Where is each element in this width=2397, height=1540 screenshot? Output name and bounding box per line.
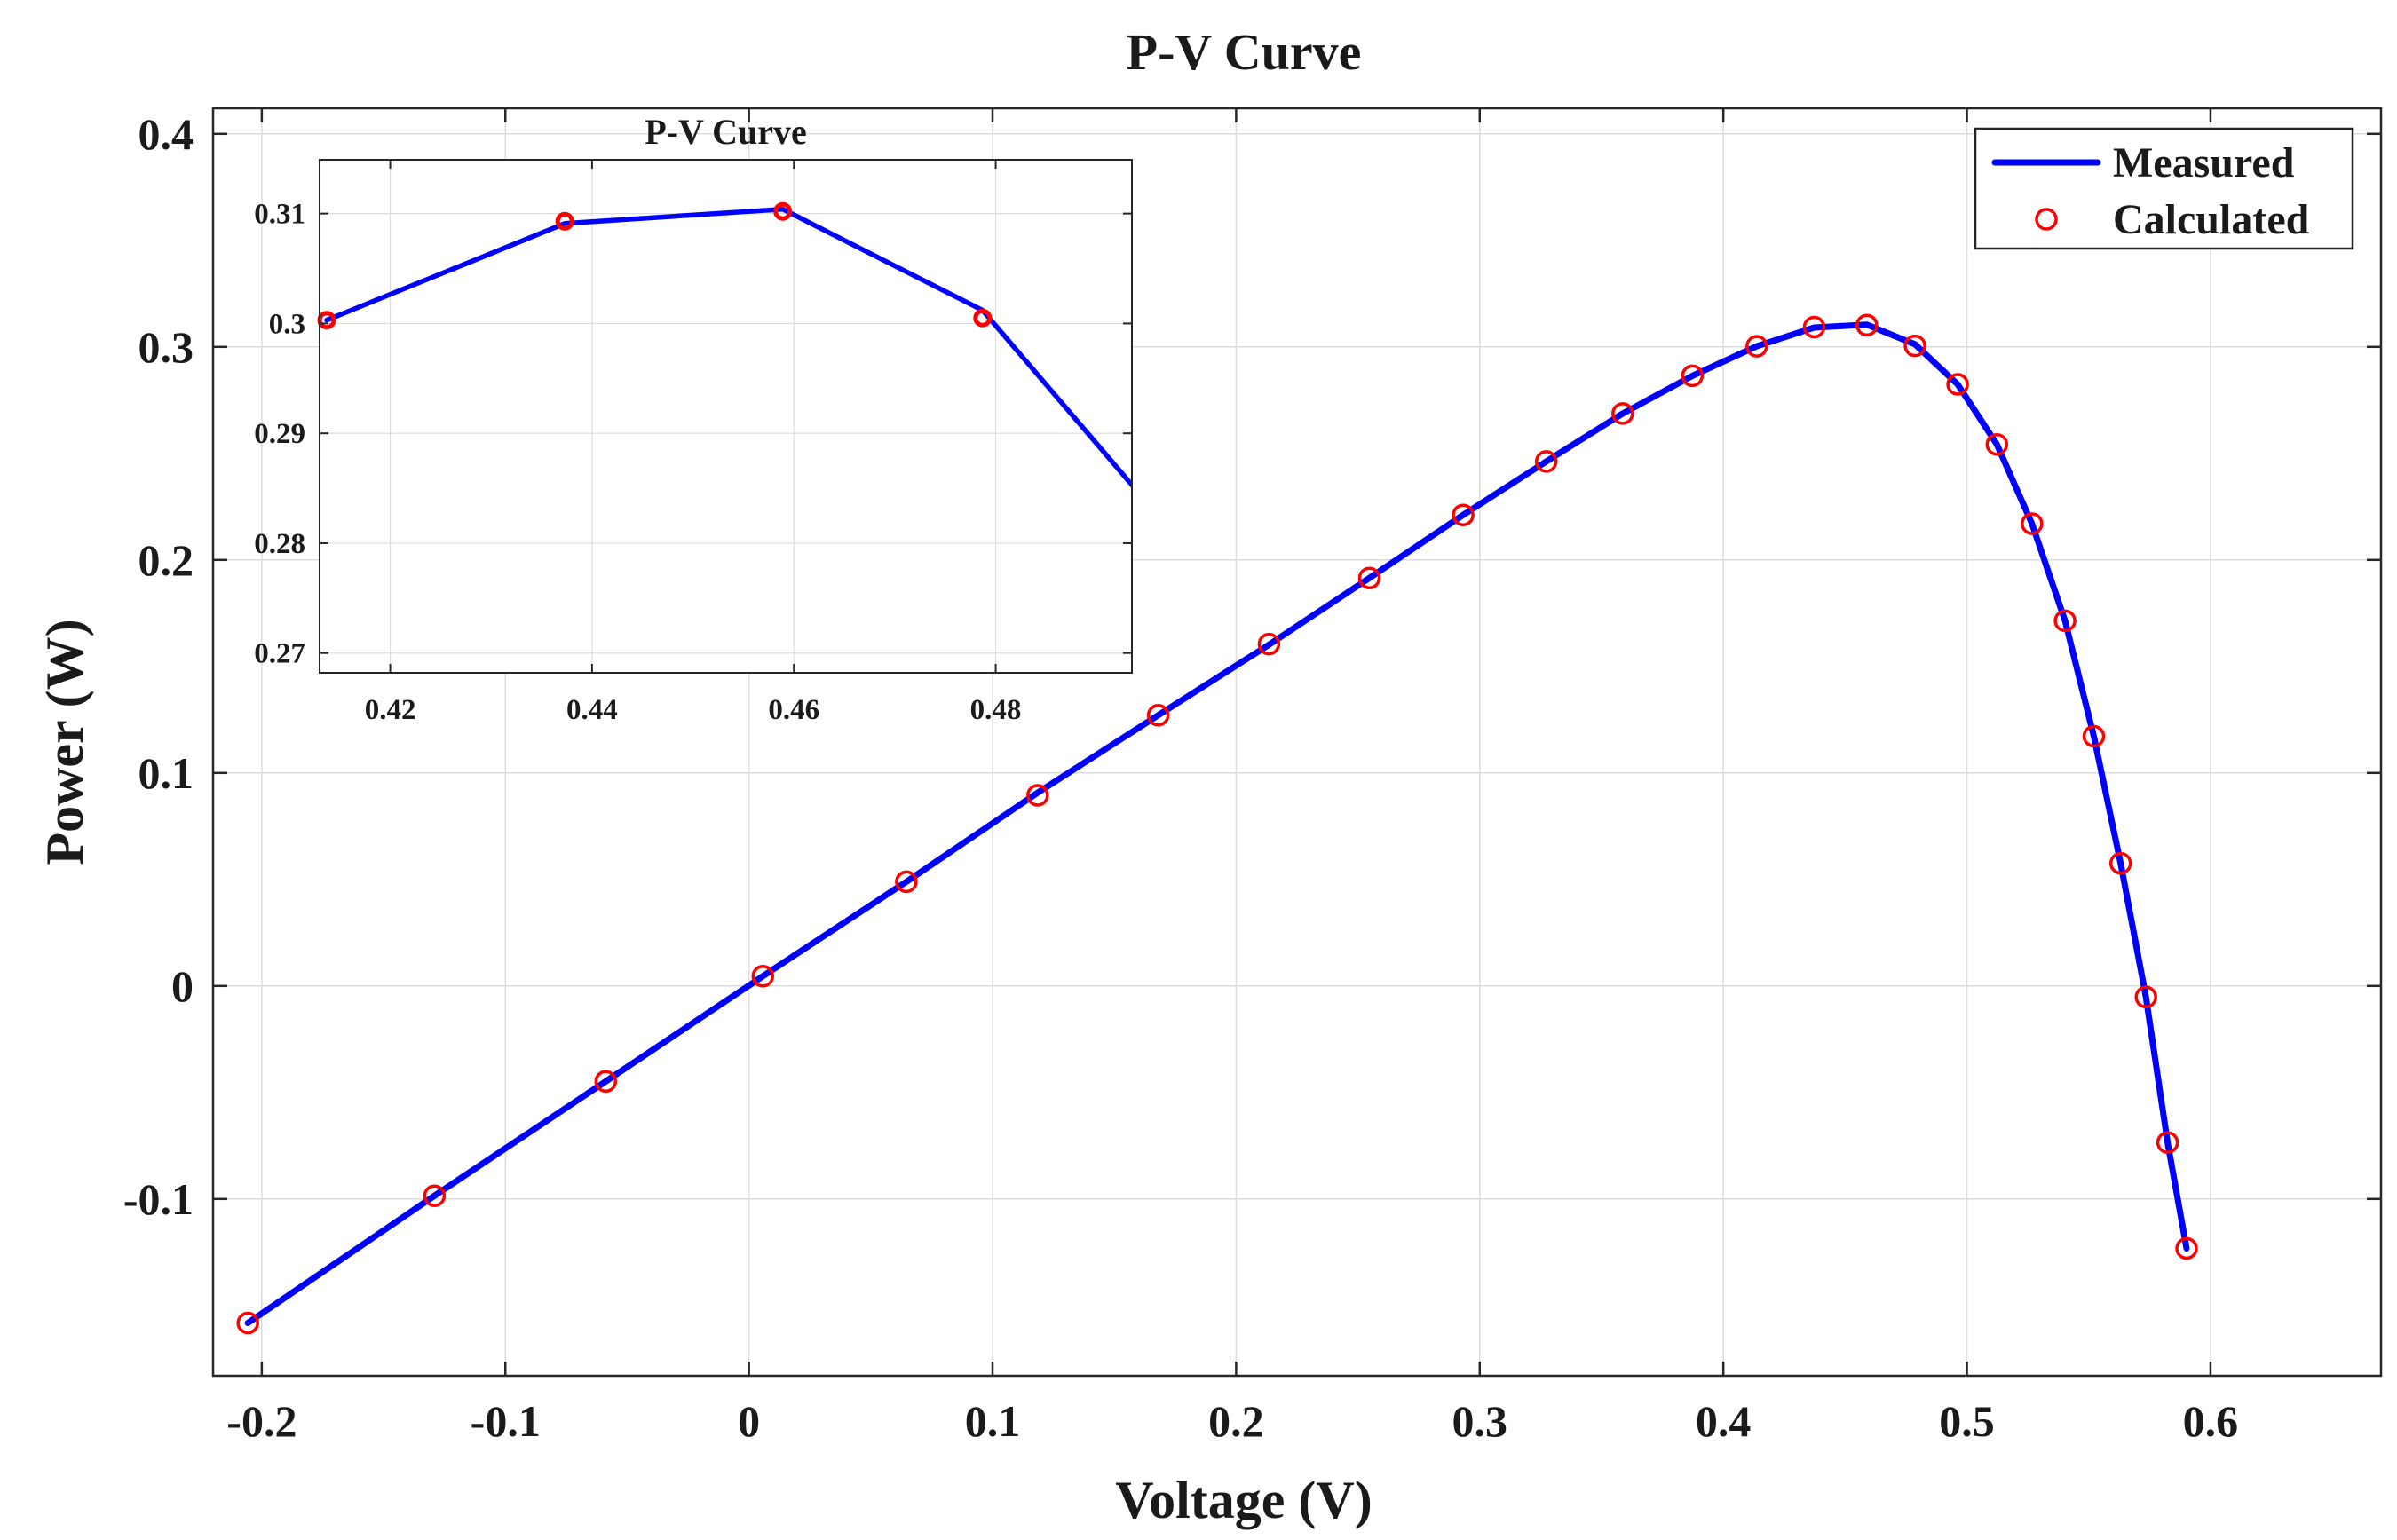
inset-y-tick-label: 0.29 xyxy=(254,418,305,450)
y-axis-label: Power (W) xyxy=(36,619,94,865)
main-calculated-point xyxy=(1026,784,1049,807)
inset-calculated-point xyxy=(773,201,793,221)
inset-gridlines xyxy=(320,160,1132,673)
x-axis-label: Voltage (V) xyxy=(1115,1471,1372,1529)
main-calculated-point xyxy=(2175,1236,2198,1260)
inset-y-tick-label: 0.31 xyxy=(254,199,305,231)
main-axes-frame xyxy=(211,107,2383,1378)
inset-x-tick-label: 0.46 xyxy=(768,694,819,726)
inset-calculated-point xyxy=(555,211,574,231)
inset-axes-frame xyxy=(319,159,1133,674)
main-calculated-point xyxy=(1611,402,1634,425)
inset-plot: P-V Curve 0.42 0.44 0.46 0.48 0.270.280.290… xyxy=(254,112,1133,726)
inset-measured-line xyxy=(324,206,1132,489)
inset-frame-rect xyxy=(319,159,1133,674)
main-x-tick-label: 0.1 xyxy=(965,1396,1021,1446)
main-x-tick-label: 0.5 xyxy=(1939,1396,1995,1446)
main-calculated-point xyxy=(1257,632,1281,656)
main-calculated-point xyxy=(1357,566,1381,589)
legend-measured-label: Measured xyxy=(2113,139,2295,186)
inset-background xyxy=(320,160,1132,673)
main-x-tick-label: 0 xyxy=(738,1396,760,1446)
main-calculated-point xyxy=(1903,334,1926,358)
main-calculated-point xyxy=(2082,724,2106,748)
legend-calculated-label: Calculated xyxy=(2113,196,2310,243)
main-calculated-point xyxy=(1146,704,1170,727)
main-calculated-point xyxy=(1946,373,1969,396)
inset-x-tick-label: 0.44 xyxy=(566,694,618,726)
main-x-tick-label: 0.6 xyxy=(2183,1396,2239,1446)
main-y-tick-label: 0.4 xyxy=(138,109,194,159)
inset-y-tick-labels: 0.27 0.28 0.29 0.3 0.31 xyxy=(254,199,305,670)
main-calculated-point xyxy=(2053,609,2077,633)
legend: Measured Calculated xyxy=(1974,127,2354,250)
inset-x-tick-label: 0.48 xyxy=(970,694,1022,726)
main-y-tick-label: 0.3 xyxy=(138,322,194,372)
main-calculated-point xyxy=(2108,851,2132,875)
main-calculated-point xyxy=(2156,1131,2179,1154)
main-calculated-point xyxy=(1985,432,2009,456)
main-y-tick-label: 0.2 xyxy=(138,535,194,585)
main-calculated-point xyxy=(594,1070,618,1094)
main-y-tick-label: 0.1 xyxy=(138,748,194,798)
main-y-tick-label: 0 xyxy=(171,961,194,1011)
legend-box xyxy=(1974,127,2354,250)
main-y-tick-labels: -0.1 0 0.1 0.2 0.3 0.4 xyxy=(123,109,194,1224)
inset-x-tick-label: 0.42 xyxy=(365,694,416,726)
inset-x-tick-labels: 0.42 0.44 0.46 0.48 xyxy=(365,694,1022,726)
main-x-tick-labels: -0.2 -0.1 0 0.1 0.2 0.3 0.4 0.5 0.6 xyxy=(226,1396,2238,1446)
main-x-tick-label: 0.3 xyxy=(1452,1396,1508,1446)
chart-title: P-V Curve xyxy=(1127,23,1362,81)
main-calculated-point xyxy=(236,1311,259,1335)
main-series xyxy=(236,313,2198,1335)
main-calculated-point xyxy=(1855,313,1879,337)
main-measured-line xyxy=(244,321,2190,1326)
main-calculated-point xyxy=(1745,335,1768,358)
main-frame-rect xyxy=(211,107,2383,1378)
main-x-tick-label: -0.2 xyxy=(226,1396,297,1446)
legend-calculated-marker-swatch xyxy=(2035,208,2058,231)
main-y-tick-label: -0.1 xyxy=(123,1174,194,1224)
main-calculated-point xyxy=(1452,503,1475,526)
main-calculated-point xyxy=(1802,315,1826,339)
inset-y-tick-label: 0.3 xyxy=(269,308,305,340)
main-calculated-point xyxy=(2021,512,2044,535)
main-gridlines xyxy=(213,108,2381,1376)
main-plot: P-V Curve Voltage (V) Power (W) -0.2 -0.1… xyxy=(36,23,2383,1529)
inset-y-tick-label: 0.28 xyxy=(254,528,305,560)
main-calculated-point xyxy=(2134,985,2157,1009)
main-x-tick-label: 0.2 xyxy=(1208,1396,1264,1446)
main-calculated-point xyxy=(1534,450,1558,473)
inset-series xyxy=(317,201,1132,489)
main-calculated-point xyxy=(1681,364,1705,388)
main-x-tick-label: 0.4 xyxy=(1696,1396,1752,1446)
inset-calculated-point xyxy=(973,308,993,328)
main-calculated-point xyxy=(423,1184,447,1207)
inset-title: P-V Curve xyxy=(645,112,807,152)
main-x-tick-label: -0.1 xyxy=(471,1396,541,1446)
main-calculated-point xyxy=(895,870,918,894)
main-calculated-point xyxy=(751,965,775,988)
inset-y-tick-label: 0.27 xyxy=(254,638,305,670)
